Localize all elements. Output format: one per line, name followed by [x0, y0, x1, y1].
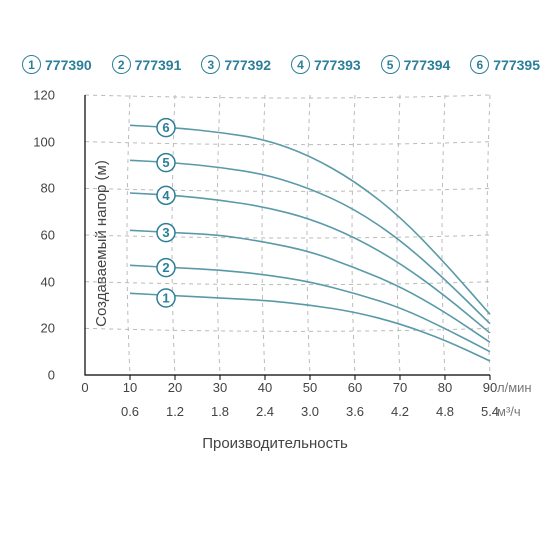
legend-label-6: 777395: [493, 57, 540, 73]
curve-label-1: 1: [162, 291, 169, 306]
curve-label-5: 5: [162, 155, 169, 170]
curve-5: [130, 160, 490, 323]
legend-badge-4: 4: [291, 55, 310, 74]
x-axis-title: Производительность: [0, 435, 550, 452]
legend-label-1: 777390: [45, 57, 92, 73]
curve-4: [130, 193, 490, 333]
legend-item-5: 5777394: [381, 55, 451, 74]
legend-item-4: 4777393: [291, 55, 361, 74]
x-unit-m3h: м³/ч: [497, 404, 550, 419]
x-unit-lmin: л/мин: [497, 380, 550, 395]
legend-item-6: 6777395: [470, 55, 540, 74]
legend: 1777390277739137773924777393577739467773…: [22, 55, 540, 74]
curve-2: [130, 265, 490, 351]
legend-badge-6: 6: [470, 55, 489, 74]
chart-plot: 1 2 3 4 5 6: [85, 95, 490, 375]
legend-item-2: 2777391: [112, 55, 182, 74]
legend-label-3: 777392: [224, 57, 271, 73]
curve-label-4: 4: [162, 188, 170, 203]
legend-item-1: 1777390: [22, 55, 92, 74]
legend-label-2: 777391: [135, 57, 182, 73]
legend-badge-5: 5: [381, 55, 400, 74]
curve-1: [130, 293, 490, 361]
curve-label-3: 3: [162, 225, 169, 240]
curve-3: [130, 230, 490, 342]
curve-label-2: 2: [162, 260, 169, 275]
legend-label-4: 777393: [314, 57, 361, 73]
legend-badge-3: 3: [201, 55, 220, 74]
curve-label-6: 6: [162, 120, 169, 135]
legend-label-5: 777394: [404, 57, 451, 73]
legend-badge-1: 1: [22, 55, 41, 74]
legend-badge-2: 2: [112, 55, 131, 74]
legend-item-3: 3777392: [201, 55, 271, 74]
